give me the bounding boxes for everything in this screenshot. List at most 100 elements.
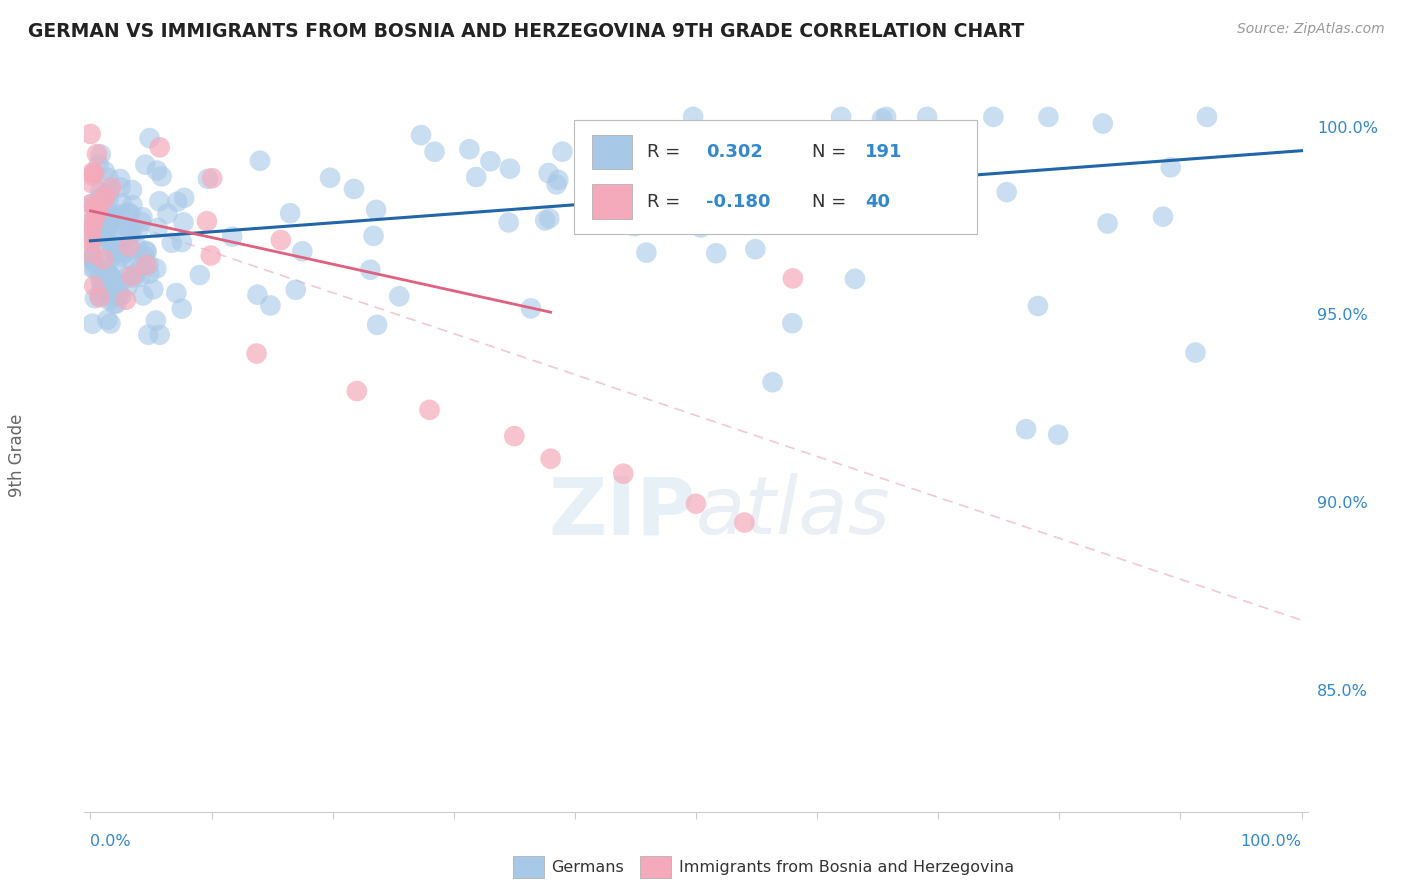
Point <box>138 131 160 145</box>
Point <box>96 186 118 201</box>
Point <box>98 268 121 283</box>
Point <box>132 288 155 302</box>
Point <box>97 212 120 227</box>
Point <box>98 219 121 233</box>
FancyBboxPatch shape <box>574 120 977 234</box>
Point <box>118 229 141 244</box>
Text: 40: 40 <box>865 193 890 211</box>
Point <box>97 171 120 186</box>
Point <box>83 166 105 180</box>
Point <box>104 238 127 252</box>
Point <box>418 402 440 417</box>
Point <box>1184 345 1206 359</box>
Point <box>343 182 366 196</box>
Point <box>644 171 666 186</box>
Point <box>612 467 634 481</box>
Point <box>704 246 727 260</box>
Point <box>620 202 643 216</box>
Point <box>97 192 120 206</box>
Point <box>86 147 108 161</box>
Point <box>98 184 121 198</box>
Point <box>89 290 111 304</box>
Point <box>107 218 129 232</box>
Point <box>105 246 128 260</box>
Text: R =: R = <box>647 143 686 161</box>
Point <box>423 145 446 159</box>
Point <box>200 248 222 262</box>
Text: 90.0%: 90.0% <box>1317 496 1368 511</box>
Point <box>83 199 105 213</box>
Point <box>93 193 115 207</box>
Point <box>547 173 569 187</box>
Point <box>1160 161 1182 175</box>
Point <box>623 219 645 234</box>
Point <box>870 112 893 126</box>
Point <box>134 158 156 172</box>
Point <box>108 277 131 291</box>
Point <box>87 158 110 172</box>
Point <box>83 230 105 244</box>
Point <box>80 235 103 249</box>
Point <box>80 176 103 190</box>
Point <box>97 217 120 231</box>
Text: 191: 191 <box>865 143 903 161</box>
Point <box>127 241 149 255</box>
Point <box>129 215 152 229</box>
Point <box>108 172 131 186</box>
Point <box>82 166 104 180</box>
Point <box>579 159 602 173</box>
Point <box>359 262 381 277</box>
Point <box>101 240 124 254</box>
Point <box>711 191 734 205</box>
Point <box>1091 117 1114 131</box>
Point <box>1015 422 1038 436</box>
Text: Source: ZipAtlas.com: Source: ZipAtlas.com <box>1237 22 1385 37</box>
Point <box>105 296 128 310</box>
Point <box>105 219 128 234</box>
Point <box>875 110 897 124</box>
Point <box>149 140 172 154</box>
Point <box>537 166 560 180</box>
Point <box>94 233 117 247</box>
Point <box>86 238 108 252</box>
Point <box>83 212 105 227</box>
Point <box>458 142 481 156</box>
Text: 9th Grade: 9th Grade <box>8 413 27 497</box>
Point <box>120 223 142 237</box>
Point <box>90 286 112 301</box>
Point <box>121 198 143 212</box>
Point <box>80 229 103 244</box>
Point <box>1026 299 1049 313</box>
Point <box>540 451 562 466</box>
Text: atlas: atlas <box>696 473 891 551</box>
Point <box>79 127 101 141</box>
Point <box>744 242 766 256</box>
Point <box>388 289 411 303</box>
Point <box>82 220 104 235</box>
Point <box>146 220 169 235</box>
Point <box>170 301 193 316</box>
Point <box>145 261 167 276</box>
Text: 100.0%: 100.0% <box>1317 120 1378 136</box>
Point <box>94 189 117 203</box>
Point <box>80 246 103 260</box>
Point <box>751 148 773 162</box>
Point <box>129 269 152 284</box>
Point <box>366 318 388 332</box>
Point <box>100 180 122 194</box>
Text: ZIP: ZIP <box>548 473 696 551</box>
Point <box>125 266 148 280</box>
Point <box>80 260 103 275</box>
Point <box>107 290 129 304</box>
Point <box>173 191 195 205</box>
Point <box>165 285 187 300</box>
Point <box>80 197 103 211</box>
Point <box>91 280 114 294</box>
Point <box>91 219 114 233</box>
Point <box>773 179 796 194</box>
Text: 85.0%: 85.0% <box>1317 684 1368 699</box>
Point <box>138 267 160 281</box>
Point <box>101 278 124 293</box>
Point <box>111 207 134 221</box>
Point <box>135 244 157 258</box>
